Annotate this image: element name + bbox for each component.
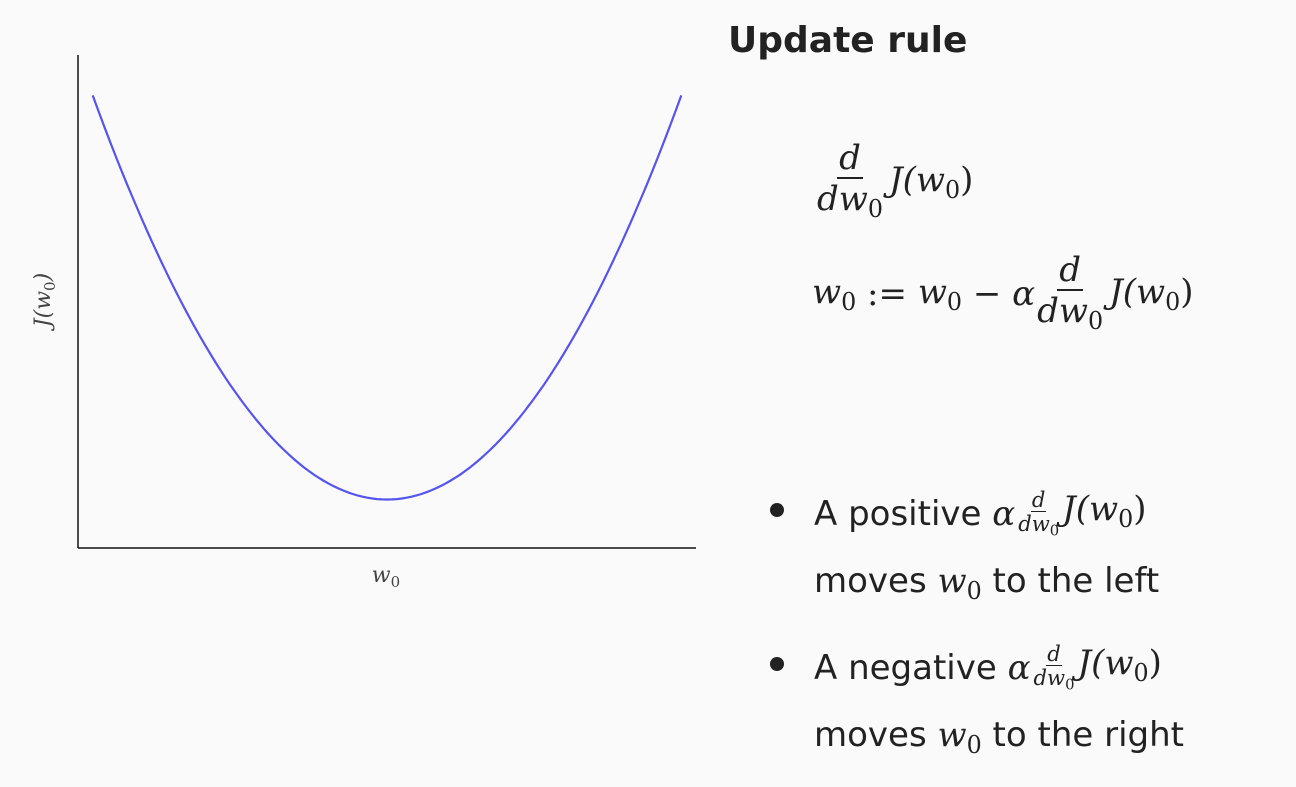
bullet-dot-icon (770, 503, 784, 517)
bullet-negative: A negative α d dw0 J(w0) moves w0 to the… (770, 632, 1184, 776)
bullet-positive: A positive α d dw0 J(w0) moves w0 to the… (770, 478, 1184, 622)
cost-function-plot: w0 J(w0) (31, 55, 696, 591)
update-rule-equation: w0 := w0 − α d dw0 J(w0) (812, 250, 1194, 336)
derivative-fraction: d dw0 (817, 138, 884, 224)
y-axis-label: J(w0) (31, 273, 59, 331)
bullet-list: A positive α d dw0 J(w0) moves w0 to the… (770, 478, 1184, 787)
bullet-dot-icon (770, 657, 784, 672)
slide-title: Update rule (728, 20, 968, 61)
cost-function-term: J(w0) (889, 159, 974, 205)
derivative-fraction: d dw0 (1037, 250, 1104, 336)
x-axis-label: w0 (372, 563, 400, 591)
derivative-fraction: d dw0 (1018, 486, 1060, 540)
derivative-expression: d dw0 J(w0) (815, 138, 974, 224)
cost-curve-line (91, 95, 683, 501)
derivative-fraction: d dw0 (1033, 640, 1075, 694)
